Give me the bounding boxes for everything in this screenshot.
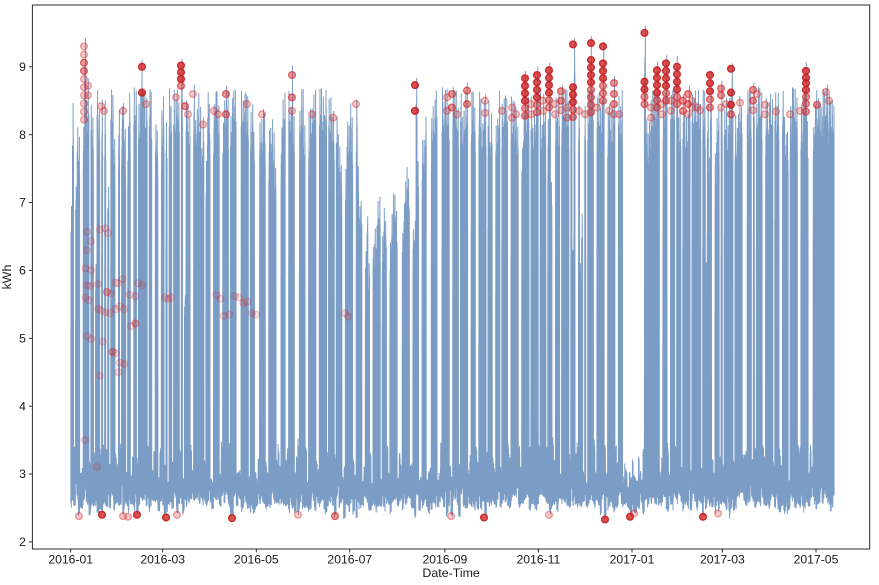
svg-text:kWh: kWh: [0, 265, 14, 290]
svg-text:2016-07: 2016-07: [327, 553, 372, 567]
svg-text:6: 6: [19, 264, 26, 278]
svg-text:3: 3: [19, 467, 26, 481]
svg-text:4: 4: [19, 399, 26, 413]
svg-text:8: 8: [19, 128, 26, 142]
svg-text:2016-05: 2016-05: [234, 553, 279, 567]
svg-text:2017-03: 2017-03: [700, 553, 745, 567]
svg-text:2016-01: 2016-01: [48, 553, 93, 567]
svg-text:2: 2: [19, 535, 26, 549]
svg-text:5: 5: [19, 332, 26, 346]
svg-text:2016-03: 2016-03: [140, 553, 185, 567]
svg-text:2017-05: 2017-05: [794, 553, 839, 567]
svg-text:2016-11: 2016-11: [516, 553, 560, 567]
svg-text:7: 7: [19, 196, 26, 210]
svg-text:2016-09: 2016-09: [423, 553, 468, 567]
svg-text:2017-01: 2017-01: [610, 553, 655, 567]
svg-text:9: 9: [19, 60, 26, 74]
svg-text:Date-Time: Date-Time: [422, 566, 479, 580]
